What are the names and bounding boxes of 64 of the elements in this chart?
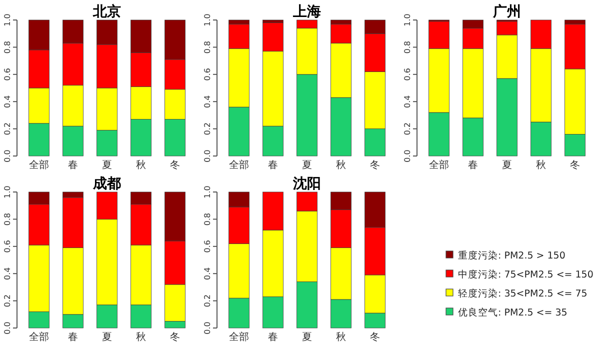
chart-title: 广州	[492, 3, 521, 20]
x-tick-label: 春	[68, 332, 78, 343]
y-tick-label: 0.4	[203, 95, 212, 108]
y-tick-label: 0.6	[3, 68, 12, 81]
y-tick-label: 0.0	[3, 322, 12, 334]
y-tick-label: 0.2	[403, 122, 412, 136]
x-tick-label: 春	[268, 332, 278, 343]
y-tick-label: 0.4	[203, 267, 212, 280]
x-tick-label: 夏	[302, 332, 312, 343]
y-tick-label: 0.0	[203, 322, 212, 334]
y-tick-label: 1.0	[403, 14, 412, 26]
x-tick-label: 夏	[502, 160, 512, 171]
x-tick-label: 夏	[302, 160, 312, 171]
y-tick-label: 0.4	[3, 267, 12, 280]
y-tick-label: 0.8	[3, 40, 12, 54]
legend-label: 轻度污染: 35<PM2.5 <= 75	[458, 288, 588, 300]
y-tick-label: 0.6	[403, 68, 412, 81]
legend-label: 中度污染: 75<PM2.5 <= 150	[458, 268, 594, 280]
y-tick-label: 0.2	[3, 294, 12, 308]
x-tick-label: 冬	[170, 331, 180, 343]
y-tick-label: 0.6	[203, 240, 212, 253]
y-tick-label: 1.0	[3, 186, 12, 198]
y-tick-label: 0.0	[403, 150, 412, 162]
x-tick-label: 春	[468, 160, 478, 171]
y-tick-label: 0.2	[203, 122, 212, 136]
chart-title: 成都	[92, 176, 121, 192]
x-tick-label: 全部	[229, 331, 249, 343]
y-tick-label: 0.2	[3, 122, 12, 136]
x-tick-label: 夏	[102, 160, 112, 171]
x-tick-label: 冬	[570, 159, 580, 171]
y-tick-label: 0.4	[3, 95, 12, 108]
x-tick-label: 秋	[136, 331, 146, 343]
legend-label: 优良空气: PM2.5 <= 35	[458, 306, 568, 318]
y-tick-label: 0.0	[203, 150, 212, 162]
x-tick-label: 全部	[429, 159, 449, 171]
x-tick-label: 全部	[229, 159, 249, 171]
y-tick-label: 0.8	[403, 40, 412, 54]
chart-title: 北京	[92, 3, 121, 20]
y-tick-label: 0.6	[203, 68, 212, 81]
legend-label: 重度污染: PM2.5 > 150	[458, 250, 566, 262]
y-tick-label: 0.2	[203, 294, 212, 308]
x-tick-label: 春	[68, 160, 78, 171]
x-tick-label: 秋	[336, 331, 346, 343]
x-tick-label: 秋	[136, 159, 146, 171]
y-tick-label: 1.0	[3, 14, 12, 26]
x-tick-label: 冬	[370, 331, 380, 343]
x-tick-label: 全部	[29, 159, 49, 171]
x-tick-label: 冬	[370, 159, 380, 171]
y-tick-label: 1.0	[203, 186, 212, 198]
y-tick-label: 0.4	[403, 95, 412, 108]
chart-title: 沈阳	[292, 176, 321, 192]
x-tick-label: 夏	[102, 332, 112, 343]
x-tick-label: 秋	[336, 159, 346, 171]
chart-title: 上海	[292, 4, 321, 20]
y-tick-label: 0.6	[3, 240, 12, 253]
x-tick-label: 春	[268, 160, 278, 171]
x-tick-label: 冬	[170, 159, 180, 171]
y-tick-label: 0.8	[3, 212, 12, 226]
y-tick-label: 1.0	[203, 14, 212, 26]
y-tick-label: 0.8	[203, 212, 212, 226]
x-tick-label: 全部	[29, 331, 49, 343]
y-tick-label: 0.0	[3, 150, 12, 162]
x-tick-label: 秋	[536, 159, 546, 171]
y-tick-label: 0.8	[203, 40, 212, 54]
